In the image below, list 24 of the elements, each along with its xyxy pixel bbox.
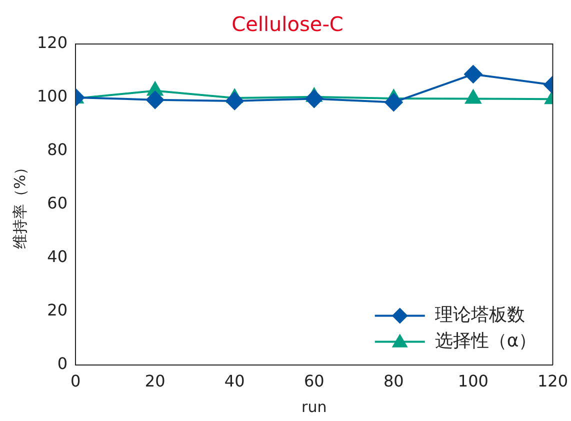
y-tick-label: 40 <box>47 247 68 266</box>
legend-label: 选择性（α） <box>434 330 537 352</box>
y-tick-label: 60 <box>47 194 68 213</box>
x-tick-label: 120 <box>537 372 568 391</box>
x-tick-label: 60 <box>304 372 324 391</box>
y-tick-label: 0 <box>57 354 68 373</box>
x-tick-label: 20 <box>144 372 166 391</box>
x-tick-label: 0 <box>70 372 81 391</box>
legend-label: 理论塔板数 <box>434 304 525 326</box>
point <box>305 90 324 108</box>
point <box>464 65 482 84</box>
x-tick-label: 40 <box>224 372 245 391</box>
y-tick-label: 80 <box>47 140 68 160</box>
y-tick-label: 100 <box>36 86 68 106</box>
x-axis-title: run <box>302 398 327 416</box>
point <box>384 93 403 112</box>
x-tick-label: 80 <box>383 372 404 391</box>
y-axis-title: 维持率（%） <box>10 160 29 250</box>
chart-title: Cellulose-C <box>232 12 344 36</box>
point <box>146 90 164 109</box>
y-tick-label: 20 <box>47 300 68 320</box>
y-tick-label: 120 <box>36 33 68 52</box>
point <box>226 92 244 110</box>
x-tick-label: 100 <box>458 372 488 391</box>
